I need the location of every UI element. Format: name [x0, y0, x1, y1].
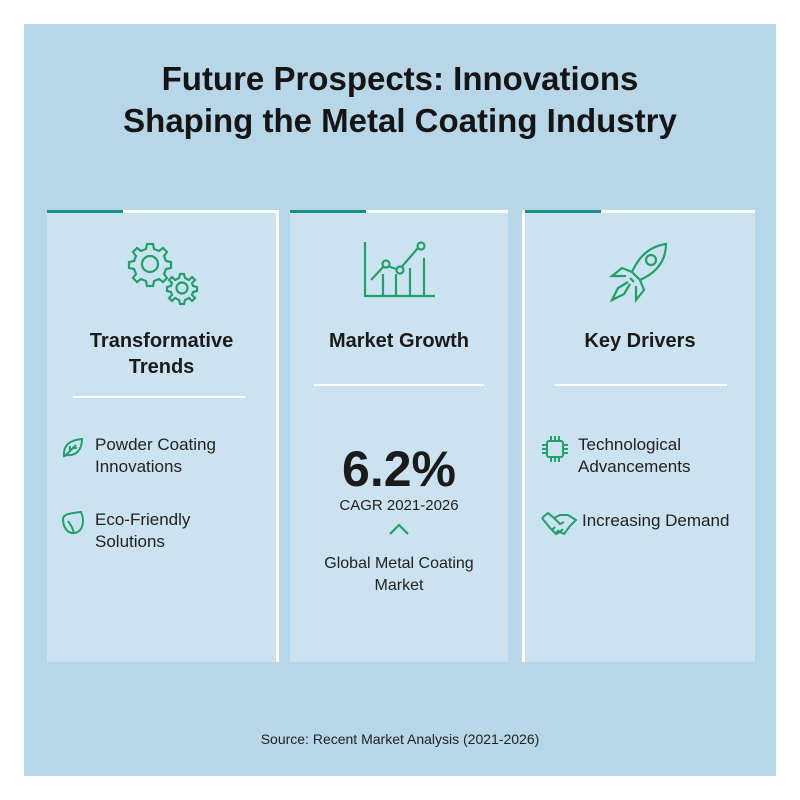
item-line-1: Increasing Demand — [582, 511, 730, 530]
divider — [555, 384, 727, 386]
card-accent-bar — [290, 210, 508, 213]
card-heading: Transformative Trends — [47, 328, 276, 380]
card-heading: Market Growth — [328, 330, 470, 352]
heading-line-1: Transformative — [89, 330, 234, 352]
source-note: Source: Recent Market Analysis (2021-202… — [260, 731, 540, 747]
item-line-1: Technological — [578, 435, 682, 454]
list-item: Technological Advancements — [540, 434, 690, 478]
card-transformative-trends: Transformative Trends Powder Coating Inno… — [47, 210, 279, 662]
card-heading: Key Drivers — [584, 330, 696, 352]
item-line-2: Innovations — [95, 457, 182, 476]
rocket-icon — [608, 242, 668, 304]
item-line-1: Powder Coating — [95, 435, 216, 454]
page-title: Future Prospects: Innovations Shaping th… — [0, 58, 800, 142]
leaf-icon — [61, 510, 84, 535]
chevron-up-icon — [389, 523, 409, 535]
desc-line-1: Global Metal Coating — [324, 555, 474, 572]
divider — [73, 396, 245, 398]
cagr-label: CAGR 2021-2026 — [339, 497, 459, 514]
divider — [314, 384, 484, 386]
item-line-2: Advancements — [578, 457, 691, 476]
title-line-1: Future Prospects: Innovations — [161, 60, 639, 97]
item-line-1: Eco-Friendly — [95, 510, 191, 529]
heading-line-2: Trends — [128, 356, 195, 378]
list-item: Powder Coating Innovations — [59, 434, 216, 478]
cagr-value: 6.2% — [342, 441, 456, 497]
title-line-2: Shaping the Metal Coating Industry — [123, 102, 677, 139]
leaf-icon — [62, 437, 84, 458]
card-accent-bar — [47, 210, 276, 213]
item-line-2: Solutions — [95, 532, 165, 551]
card-key-drivers: Key Drivers Technological Advancements In… — [522, 210, 755, 662]
card-market-growth: Market Growth 6.2% CAGR 2021-2026 Global… — [290, 210, 508, 662]
handshake-icon — [541, 511, 578, 536]
gears-icon — [127, 242, 198, 306]
list-item: Increasing Demand — [540, 510, 729, 538]
growth-chart-icon — [363, 241, 435, 298]
card-accent-bar — [525, 210, 755, 213]
chip-icon — [542, 436, 568, 462]
market-description: Global Metal Coating Market — [290, 553, 508, 597]
list-item: Eco-Friendly Solutions — [59, 509, 190, 553]
desc-line-2: Market — [374, 577, 424, 594]
